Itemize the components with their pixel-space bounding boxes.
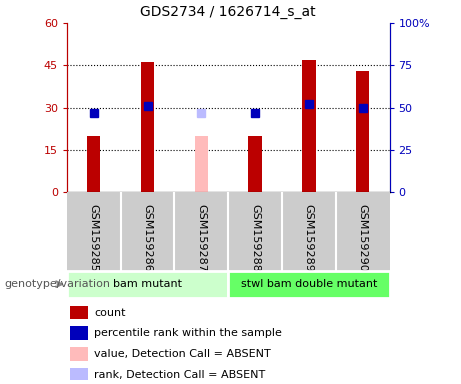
Bar — [228, 271, 390, 298]
Text: GSM159290: GSM159290 — [358, 204, 368, 271]
Bar — [141, 63, 154, 192]
Text: value, Detection Call = ABSENT: value, Detection Call = ABSENT — [94, 349, 271, 359]
Text: GSM159288: GSM159288 — [250, 204, 260, 272]
Text: percentile rank within the sample: percentile rank within the sample — [94, 328, 282, 338]
Bar — [70, 306, 88, 319]
Text: count: count — [94, 308, 126, 318]
Text: stwl bam double mutant: stwl bam double mutant — [241, 279, 377, 289]
Bar — [302, 60, 316, 192]
Bar — [70, 326, 88, 340]
Text: GSM159289: GSM159289 — [304, 204, 314, 272]
Text: genotype/variation: genotype/variation — [5, 279, 111, 289]
Bar — [87, 136, 100, 192]
Bar — [248, 136, 262, 192]
Bar — [70, 368, 88, 382]
Bar — [356, 71, 369, 192]
Bar — [195, 136, 208, 192]
Text: GSM159287: GSM159287 — [196, 204, 207, 272]
Bar — [70, 347, 88, 361]
Text: GSM159286: GSM159286 — [142, 204, 153, 271]
Text: bam mutant: bam mutant — [113, 279, 182, 289]
Text: GSM159285: GSM159285 — [89, 204, 99, 271]
Bar — [67, 271, 228, 298]
Title: GDS2734 / 1626714_s_at: GDS2734 / 1626714_s_at — [141, 5, 316, 19]
Text: rank, Detection Call = ABSENT: rank, Detection Call = ABSENT — [94, 370, 266, 380]
